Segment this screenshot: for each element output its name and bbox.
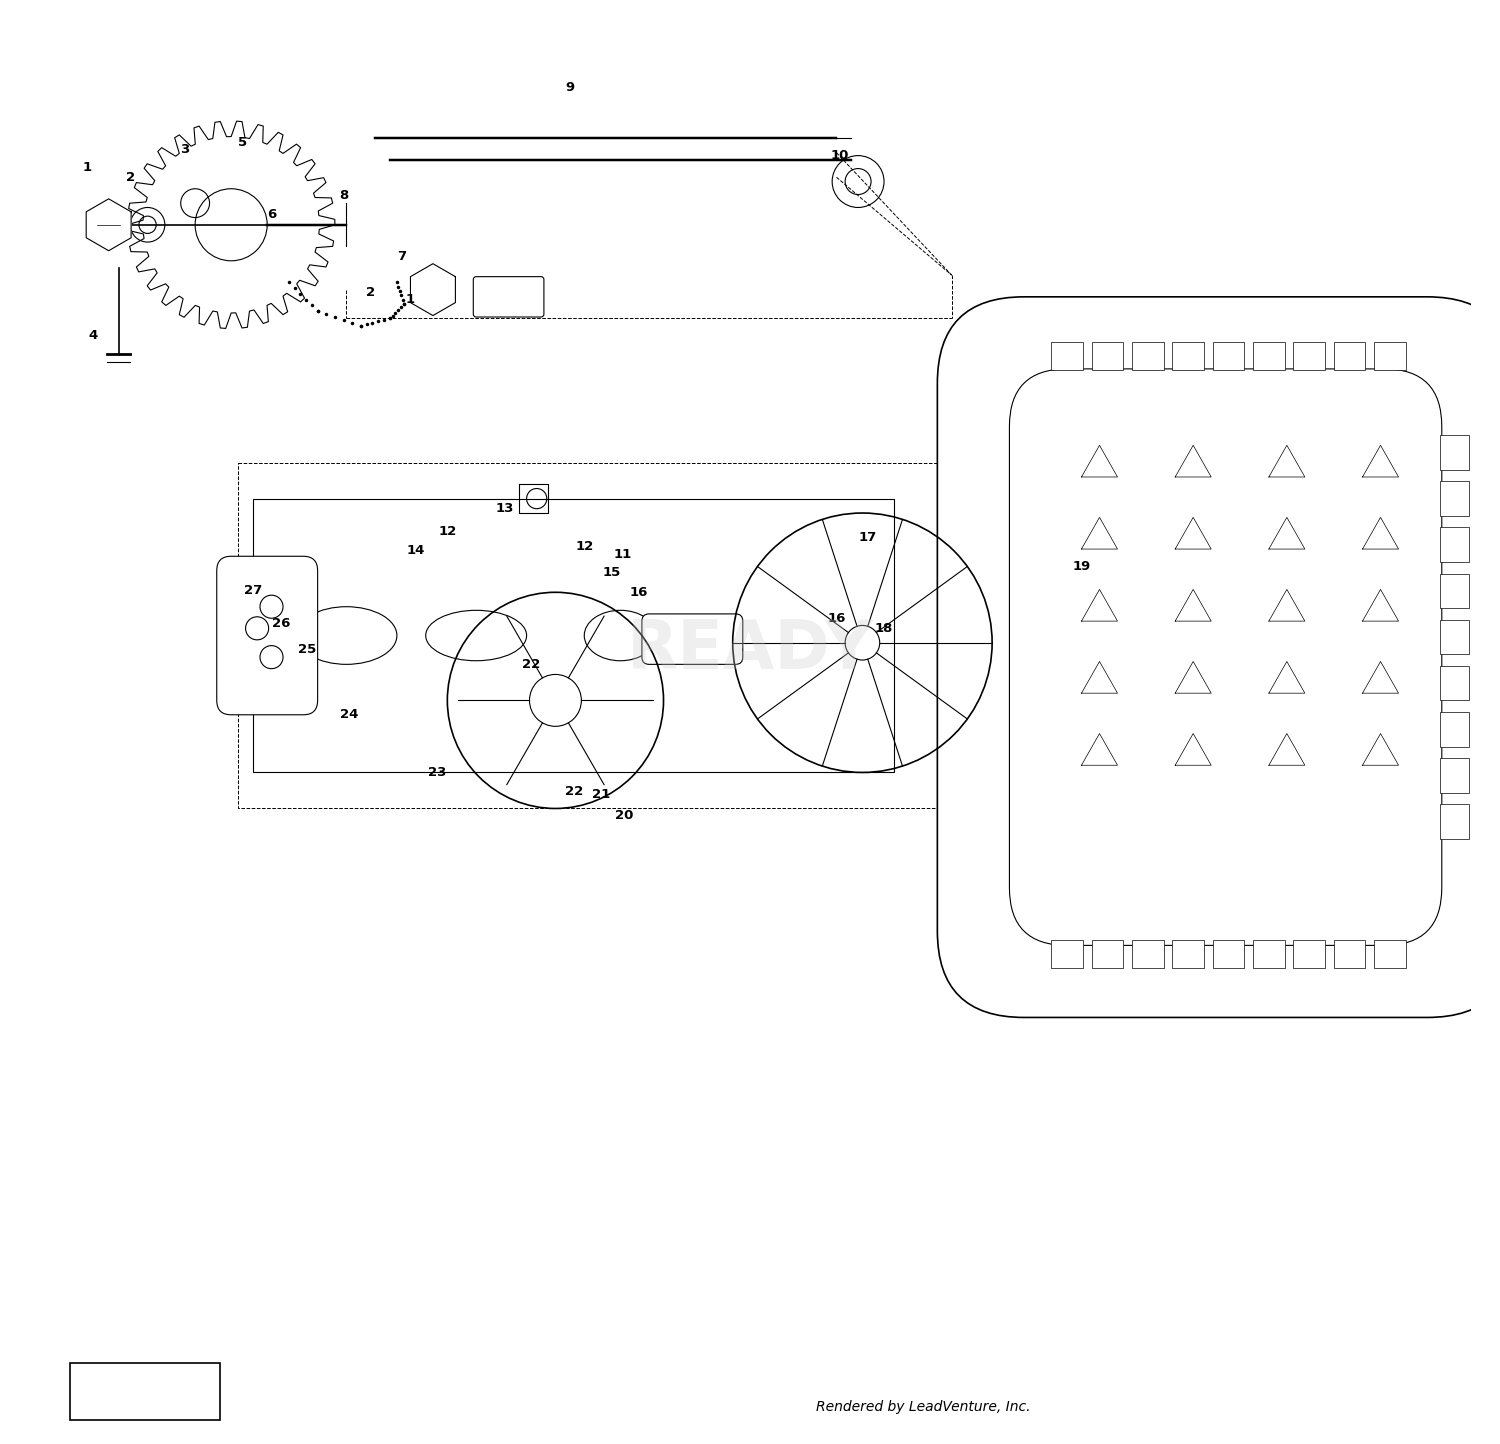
- Text: 13: 13: [496, 503, 514, 516]
- FancyBboxPatch shape: [1252, 342, 1284, 370]
- Text: 16: 16: [630, 586, 648, 599]
- Text: 9: 9: [566, 81, 574, 94]
- FancyBboxPatch shape: [1212, 342, 1245, 370]
- Polygon shape: [1082, 661, 1118, 693]
- Polygon shape: [1269, 589, 1305, 621]
- Text: 2: 2: [366, 286, 375, 299]
- Text: 16: 16: [828, 612, 846, 625]
- Polygon shape: [1174, 445, 1210, 477]
- Text: MP9407: MP9407: [117, 1385, 172, 1399]
- FancyBboxPatch shape: [1374, 342, 1406, 370]
- FancyBboxPatch shape: [1252, 940, 1284, 969]
- Text: Rendered by LeadVenture, Inc.: Rendered by LeadVenture, Inc.: [816, 1399, 1031, 1414]
- Text: 8: 8: [339, 189, 348, 202]
- Text: 20: 20: [615, 809, 634, 822]
- Ellipse shape: [426, 611, 526, 661]
- Text: 6: 6: [267, 208, 276, 221]
- FancyBboxPatch shape: [1092, 342, 1124, 370]
- FancyBboxPatch shape: [1440, 435, 1468, 469]
- Text: READY: READY: [627, 617, 873, 683]
- Polygon shape: [1174, 517, 1210, 549]
- FancyBboxPatch shape: [1092, 940, 1124, 969]
- FancyBboxPatch shape: [1132, 940, 1164, 969]
- FancyBboxPatch shape: [642, 614, 742, 664]
- Polygon shape: [1269, 517, 1305, 549]
- FancyBboxPatch shape: [1212, 940, 1245, 969]
- Text: 10: 10: [830, 149, 849, 162]
- FancyBboxPatch shape: [1052, 342, 1083, 370]
- Polygon shape: [1362, 445, 1398, 477]
- Text: 26: 26: [273, 618, 291, 631]
- Polygon shape: [86, 199, 130, 251]
- Polygon shape: [1082, 445, 1118, 477]
- Polygon shape: [1082, 517, 1118, 549]
- FancyBboxPatch shape: [216, 556, 318, 715]
- Polygon shape: [1362, 517, 1398, 549]
- Text: 7: 7: [396, 250, 406, 263]
- Text: 4: 4: [88, 329, 98, 342]
- Text: 14: 14: [406, 544, 424, 557]
- Text: 22: 22: [566, 784, 584, 797]
- FancyBboxPatch shape: [1052, 940, 1083, 969]
- Text: 19: 19: [1072, 560, 1090, 573]
- Text: 1: 1: [405, 293, 414, 306]
- FancyBboxPatch shape: [1440, 712, 1468, 747]
- Polygon shape: [1269, 734, 1305, 765]
- Polygon shape: [1362, 589, 1398, 621]
- FancyBboxPatch shape: [69, 1363, 219, 1419]
- FancyBboxPatch shape: [938, 297, 1500, 1018]
- Polygon shape: [1269, 445, 1305, 477]
- Text: 24: 24: [340, 709, 358, 722]
- FancyBboxPatch shape: [1440, 758, 1468, 793]
- Text: 12: 12: [438, 526, 456, 539]
- FancyBboxPatch shape: [1334, 940, 1365, 969]
- Text: 22: 22: [522, 658, 540, 671]
- Text: 18: 18: [874, 622, 892, 635]
- Text: 23: 23: [427, 765, 447, 778]
- Polygon shape: [254, 498, 894, 773]
- FancyBboxPatch shape: [1132, 342, 1164, 370]
- FancyBboxPatch shape: [474, 277, 544, 318]
- FancyBboxPatch shape: [1440, 666, 1468, 700]
- FancyBboxPatch shape: [1293, 342, 1324, 370]
- FancyBboxPatch shape: [1293, 940, 1324, 969]
- Polygon shape: [1269, 661, 1305, 693]
- Text: 3: 3: [180, 143, 189, 156]
- Polygon shape: [1362, 734, 1398, 765]
- Text: 15: 15: [603, 566, 621, 579]
- FancyBboxPatch shape: [1440, 804, 1468, 839]
- FancyBboxPatch shape: [1010, 368, 1442, 946]
- Text: 27: 27: [243, 585, 262, 598]
- Polygon shape: [1174, 661, 1210, 693]
- Text: 12: 12: [574, 540, 594, 553]
- Polygon shape: [254, 578, 303, 693]
- Ellipse shape: [585, 611, 657, 661]
- Ellipse shape: [296, 606, 398, 664]
- FancyBboxPatch shape: [1440, 527, 1468, 562]
- FancyBboxPatch shape: [1334, 342, 1365, 370]
- Text: 11: 11: [614, 549, 633, 562]
- Text: 5: 5: [238, 136, 248, 149]
- Text: 17: 17: [859, 531, 877, 544]
- FancyBboxPatch shape: [1374, 940, 1406, 969]
- Text: 21: 21: [592, 787, 610, 800]
- Polygon shape: [1362, 661, 1398, 693]
- FancyBboxPatch shape: [1173, 342, 1204, 370]
- Text: 25: 25: [298, 644, 316, 657]
- Text: 2: 2: [126, 170, 135, 183]
- Text: 1: 1: [82, 160, 92, 173]
- Polygon shape: [1174, 589, 1210, 621]
- Polygon shape: [1082, 734, 1118, 765]
- FancyBboxPatch shape: [1440, 481, 1468, 516]
- Polygon shape: [411, 264, 456, 316]
- FancyBboxPatch shape: [1440, 619, 1468, 654]
- FancyBboxPatch shape: [1173, 940, 1204, 969]
- Polygon shape: [1082, 589, 1118, 621]
- FancyBboxPatch shape: [1440, 573, 1468, 608]
- Polygon shape: [1174, 734, 1210, 765]
